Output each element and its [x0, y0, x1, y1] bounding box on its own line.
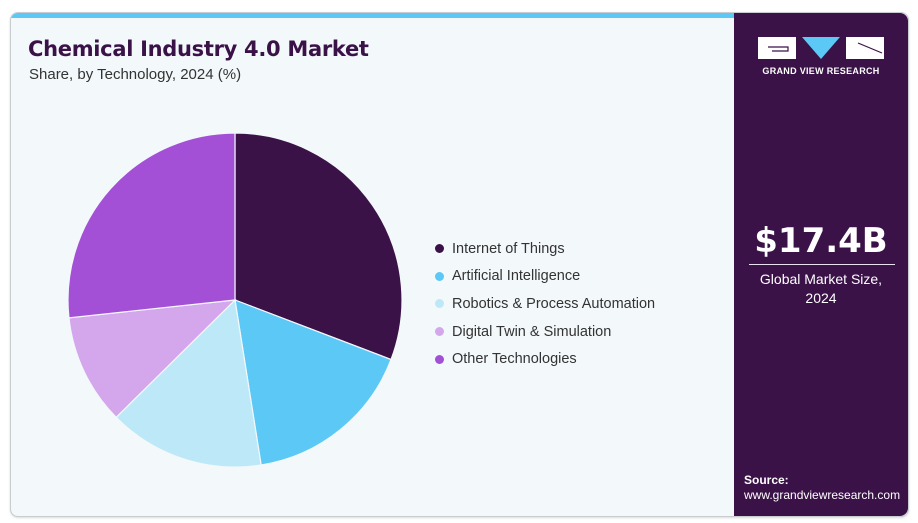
pie-slice-digital-twin-simulation [68, 299, 237, 419]
legend-label: Other Technologies [452, 351, 577, 368]
market-size-value: $17.4B [754, 221, 888, 261]
legend-item: Robotics & Process Automation [435, 290, 655, 318]
legend-label: Digital Twin & Simulation [452, 323, 612, 340]
source-url[interactable]: www.grandviewresearch.com [744, 488, 901, 502]
legend-dot-icon [435, 271, 444, 281]
market-size-label: Global Market Size, 2024 [734, 270, 908, 308]
accent-bar [11, 13, 734, 18]
pie-slice-internet-of-things [234, 132, 403, 361]
legend-dot-icon [435, 244, 444, 254]
legend-label: Robotics & Process Automation [452, 295, 656, 312]
chart-legend: Internet of Things Artificial Intelligenc… [435, 235, 655, 373]
summary-panel: GRAND VIEW RESEARCH $17.4B Global Market… [734, 13, 908, 516]
source-label: Source: [744, 473, 789, 487]
chart-title: Chemical Industry 4.0 Market [28, 37, 369, 61]
divider [749, 264, 895, 265]
legend-label: Artificial Intelligence [452, 268, 581, 285]
pie-slice-other-technologies [67, 132, 236, 319]
legend-item: Digital Twin & Simulation [435, 318, 655, 346]
chart-card: Chemical Industry 4.0 Market Share, by T… [10, 12, 909, 517]
pie-slice-robotics-process-automation [115, 298, 262, 468]
legend-dot-icon [435, 354, 444, 364]
legend-dot-icon [435, 327, 444, 337]
legend-item: Artificial Intelligence [435, 263, 655, 291]
legend-item: Internet of Things [435, 235, 655, 263]
market-size-label-line2: 2024 [805, 290, 837, 306]
legend-label: Internet of Things [452, 240, 565, 257]
brand-name: GRAND VIEW RESEARCH [762, 66, 880, 76]
grand-view-research-logo-icon [758, 37, 884, 59]
chart-subtitle: Share, by Technology, 2024 (%) [29, 66, 242, 83]
pie-chart [67, 132, 403, 468]
market-size-label-line1: Global Market Size, [759, 271, 883, 287]
legend-dot-icon [435, 299, 444, 309]
legend-item: Other Technologies [435, 345, 655, 373]
pie-slice-artificial-intelligence [234, 299, 392, 466]
